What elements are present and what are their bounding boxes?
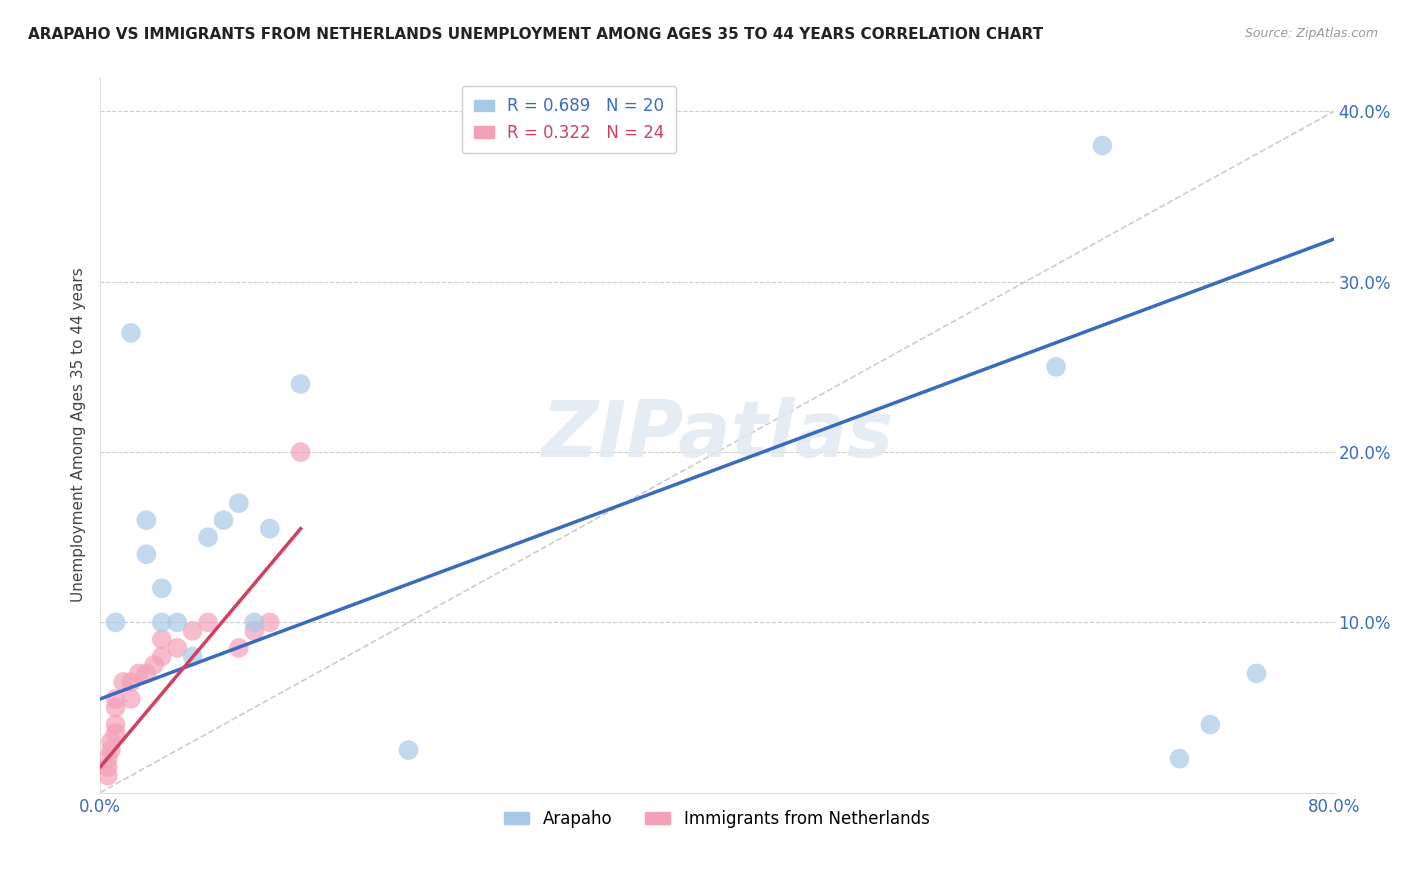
Point bbox=[212, 513, 235, 527]
Point bbox=[197, 615, 219, 630]
Text: Source: ZipAtlas.com: Source: ZipAtlas.com bbox=[1244, 27, 1378, 40]
Point bbox=[290, 445, 312, 459]
Point bbox=[143, 657, 166, 672]
Point bbox=[97, 751, 120, 765]
Point bbox=[290, 376, 312, 391]
Point bbox=[150, 615, 173, 630]
Point bbox=[100, 743, 122, 757]
Point bbox=[104, 717, 127, 731]
Point bbox=[150, 582, 173, 596]
Point bbox=[1045, 359, 1067, 374]
Point bbox=[181, 649, 204, 664]
Point bbox=[104, 726, 127, 740]
Point bbox=[97, 760, 120, 774]
Point bbox=[120, 326, 142, 340]
Point bbox=[243, 615, 266, 630]
Point bbox=[150, 649, 173, 664]
Point bbox=[104, 615, 127, 630]
Point bbox=[104, 692, 127, 706]
Point bbox=[120, 692, 142, 706]
Point bbox=[104, 700, 127, 714]
Point bbox=[1091, 138, 1114, 153]
Point bbox=[259, 615, 281, 630]
Text: ARAPAHO VS IMMIGRANTS FROM NETHERLANDS UNEMPLOYMENT AMONG AGES 35 TO 44 YEARS CO: ARAPAHO VS IMMIGRANTS FROM NETHERLANDS U… bbox=[28, 27, 1043, 42]
Text: ZIPatlas: ZIPatlas bbox=[541, 397, 893, 473]
Point bbox=[128, 666, 150, 681]
Point bbox=[228, 496, 250, 510]
Point bbox=[135, 547, 157, 561]
Point bbox=[243, 624, 266, 638]
Point bbox=[166, 615, 188, 630]
Point bbox=[100, 734, 122, 748]
Point bbox=[135, 666, 157, 681]
Point bbox=[398, 743, 420, 757]
Point bbox=[120, 675, 142, 690]
Point bbox=[259, 522, 281, 536]
Point bbox=[228, 640, 250, 655]
Point bbox=[166, 640, 188, 655]
Point bbox=[1199, 717, 1222, 731]
Legend: Arapaho, Immigrants from Netherlands: Arapaho, Immigrants from Netherlands bbox=[498, 803, 936, 834]
Y-axis label: Unemployment Among Ages 35 to 44 years: Unemployment Among Ages 35 to 44 years bbox=[72, 268, 86, 602]
Point bbox=[150, 632, 173, 647]
Point bbox=[1168, 751, 1191, 765]
Point bbox=[135, 513, 157, 527]
Point bbox=[112, 675, 135, 690]
Point bbox=[197, 530, 219, 544]
Point bbox=[181, 624, 204, 638]
Point bbox=[97, 769, 120, 783]
Point bbox=[1246, 666, 1268, 681]
